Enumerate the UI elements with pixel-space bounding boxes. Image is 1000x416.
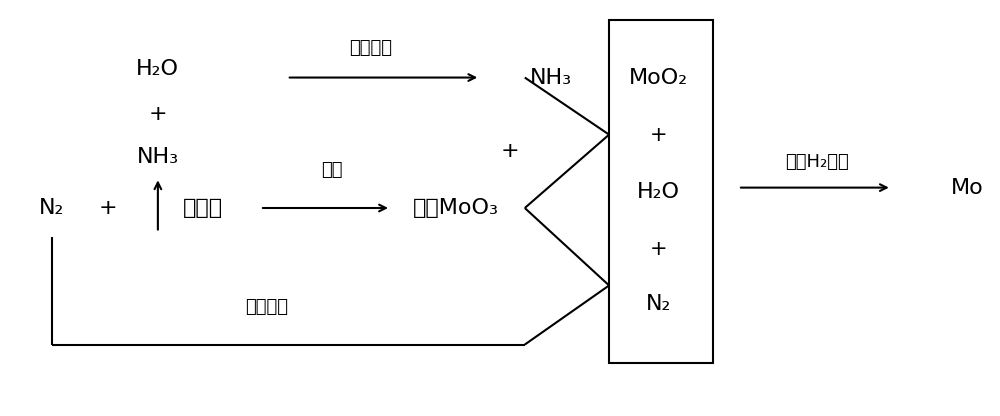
Text: MoO₂: MoO₂ bbox=[629, 67, 688, 87]
Text: NH₃: NH₃ bbox=[137, 147, 179, 167]
Text: 二段H₂还原: 二段H₂还原 bbox=[785, 154, 849, 171]
Text: 干燥分离: 干燥分离 bbox=[350, 39, 393, 57]
Text: 干燥分离: 干燥分离 bbox=[245, 298, 288, 316]
Text: MoO₂: MoO₂ bbox=[629, 67, 688, 87]
Text: H₂O: H₂O bbox=[637, 182, 680, 202]
Text: +: + bbox=[650, 239, 667, 259]
Text: 焙解: 焙解 bbox=[321, 161, 342, 179]
Text: Mo: Mo bbox=[951, 178, 984, 198]
Text: H₂O: H₂O bbox=[136, 59, 179, 79]
Text: +: + bbox=[149, 104, 167, 124]
Text: H₂O: H₂O bbox=[637, 182, 680, 202]
Text: +: + bbox=[99, 198, 118, 218]
Text: +: + bbox=[650, 125, 667, 145]
Text: NH₃: NH₃ bbox=[530, 67, 572, 87]
Text: 馒酸汨: 馒酸汨 bbox=[182, 198, 223, 218]
Text: N₂: N₂ bbox=[646, 294, 671, 314]
Bar bbox=[609, 20, 713, 363]
Text: +: + bbox=[650, 125, 667, 145]
Text: N₂: N₂ bbox=[39, 198, 64, 218]
Text: N₂: N₂ bbox=[646, 294, 671, 314]
Text: 高纯MoO₃: 高纯MoO₃ bbox=[412, 198, 498, 218]
Text: +: + bbox=[650, 239, 667, 259]
Text: +: + bbox=[501, 141, 519, 161]
